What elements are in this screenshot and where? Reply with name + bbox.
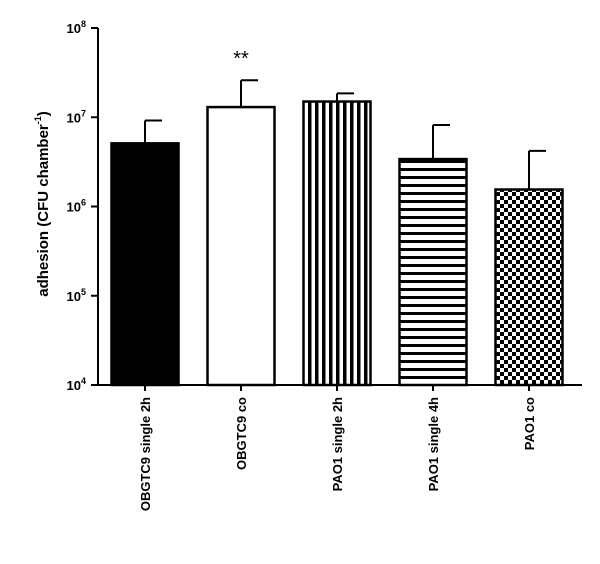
x-tick-label: PAO1 co — [522, 397, 537, 450]
y-axis-label-text: adhesion (CFU chamber — [35, 124, 52, 297]
bar — [110, 142, 180, 387]
x-tick-label: PAO1 single 4h — [426, 397, 441, 491]
bar — [302, 100, 372, 387]
bar — [398, 157, 468, 387]
y-axis-label-close: ) — [35, 111, 52, 116]
significance-annotation: ** — [233, 48, 249, 70]
svg-text:adhesion (CFU chamber-1): adhesion (CFU chamber-1) — [33, 111, 52, 297]
plot-area: OBGTC9 single 2h OBGTC9 co PAO1 single 2h P… — [67, 19, 582, 511]
x-tick-label: PAO1 single 2h — [330, 397, 345, 491]
bar — [206, 105, 276, 387]
y-tick-label: 107 — [67, 108, 86, 125]
bar — [494, 188, 564, 387]
y-tick-label: 108 — [67, 19, 86, 36]
x-tick-label: OBGTC9 co — [234, 397, 249, 470]
y-axis-label: adhesion (CFU chamber-1) — [33, 111, 52, 297]
y-tick-label: 105 — [67, 287, 86, 304]
x-tick-label: OBGTC9 single 2h — [138, 397, 153, 511]
y-axis-label-superscript: -1 — [33, 116, 43, 124]
y-tick-label: 104 — [67, 376, 86, 393]
y-tick-label: 106 — [67, 198, 86, 215]
